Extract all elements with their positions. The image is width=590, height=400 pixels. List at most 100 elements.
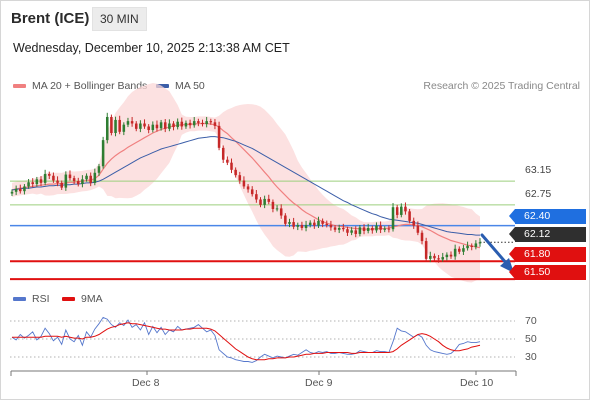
candle bbox=[453, 244, 457, 260]
candle bbox=[379, 221, 382, 234]
candle-body bbox=[350, 230, 353, 233]
candle-body bbox=[375, 225, 378, 231]
candle-body bbox=[155, 124, 159, 129]
candle-body bbox=[64, 174, 68, 188]
candle-body bbox=[453, 248, 457, 257]
ma50-line bbox=[11, 136, 480, 236]
candle bbox=[445, 252, 449, 261]
candle-body bbox=[271, 201, 275, 209]
candle-body bbox=[234, 169, 237, 176]
candle bbox=[110, 114, 113, 136]
candle bbox=[172, 121, 175, 131]
candle bbox=[458, 246, 461, 255]
candle-body bbox=[458, 248, 461, 252]
candle-body bbox=[19, 188, 22, 192]
candle bbox=[89, 172, 92, 187]
candle-body bbox=[250, 189, 254, 195]
candle-body bbox=[10, 191, 14, 194]
ma50-swatch bbox=[156, 84, 169, 88]
candle-body bbox=[89, 175, 92, 183]
candle bbox=[39, 176, 43, 187]
candle-body bbox=[383, 228, 387, 230]
candle-body bbox=[333, 227, 337, 230]
candle-body bbox=[110, 116, 113, 133]
candle bbox=[470, 243, 473, 251]
candle-body bbox=[412, 220, 416, 226]
candle-body bbox=[429, 255, 432, 259]
candle-body bbox=[275, 208, 279, 210]
legend-rsi-label: RSI bbox=[32, 293, 50, 305]
rsi-line bbox=[11, 316, 481, 363]
candle-body bbox=[184, 122, 188, 127]
candle bbox=[43, 169, 47, 186]
support-2-value: 61.50 bbox=[524, 266, 551, 278]
candle-body bbox=[296, 225, 300, 227]
candle-body bbox=[466, 245, 469, 249]
candle bbox=[147, 124, 150, 134]
candle bbox=[371, 225, 374, 234]
candle bbox=[230, 158, 233, 174]
candle-body bbox=[263, 198, 266, 205]
x-tick-dec10: Dec 10 bbox=[460, 377, 494, 389]
candle-body bbox=[151, 124, 155, 131]
candle-body bbox=[242, 180, 246, 187]
candle-body bbox=[159, 122, 163, 129]
candle-body bbox=[371, 228, 374, 231]
candle-body bbox=[292, 222, 295, 227]
resistance-2-label: 63.15 bbox=[525, 164, 552, 176]
candle-body bbox=[35, 179, 39, 185]
legend-9ma-label: 9MA bbox=[81, 293, 103, 305]
candle-body bbox=[337, 228, 341, 230]
candle-body bbox=[60, 182, 63, 188]
candle bbox=[64, 171, 68, 191]
candle bbox=[259, 197, 262, 208]
rsi-9ma-line bbox=[12, 322, 481, 361]
candle-body bbox=[209, 121, 213, 123]
candle bbox=[31, 178, 34, 188]
candle-body bbox=[317, 220, 320, 226]
candle-body bbox=[143, 123, 146, 127]
candle bbox=[362, 224, 366, 235]
candle bbox=[296, 222, 300, 231]
candle-body bbox=[416, 225, 420, 233]
candle-body bbox=[101, 140, 105, 167]
rsi-tick-30: 30 bbox=[525, 351, 537, 363]
candle-body bbox=[134, 123, 138, 129]
candle bbox=[387, 225, 391, 233]
candle bbox=[308, 220, 312, 228]
x-tick-dec8: Dec 8 bbox=[132, 377, 160, 389]
candle bbox=[429, 251, 432, 263]
candle-body bbox=[449, 254, 453, 257]
candle bbox=[333, 225, 337, 233]
candle-body bbox=[474, 243, 478, 247]
candle-body bbox=[424, 241, 428, 259]
candle bbox=[97, 163, 101, 177]
candle bbox=[284, 213, 287, 227]
candle bbox=[271, 199, 275, 213]
candle bbox=[155, 120, 159, 132]
bollinger-bands bbox=[12, 82, 480, 283]
candle-body bbox=[462, 248, 465, 252]
timeframe-button[interactable]: 30 MIN bbox=[92, 7, 147, 31]
candle-body bbox=[342, 228, 345, 230]
candle-body bbox=[147, 126, 150, 131]
candle bbox=[342, 223, 345, 232]
support-1-tag: 61.80 bbox=[509, 247, 586, 262]
candle bbox=[143, 119, 146, 129]
candle bbox=[346, 226, 349, 237]
candle bbox=[56, 176, 59, 187]
candle bbox=[350, 227, 353, 236]
candle-body bbox=[27, 182, 30, 187]
candle bbox=[139, 120, 142, 133]
candle bbox=[304, 220, 308, 232]
candle bbox=[433, 253, 436, 261]
candle-body bbox=[284, 215, 287, 224]
candle-body bbox=[238, 175, 242, 181]
candle bbox=[263, 195, 266, 209]
candle bbox=[250, 186, 254, 197]
candle-body bbox=[105, 116, 109, 141]
legend-ma20-label: MA 20 + Bollinger Bands bbox=[32, 80, 148, 92]
candle bbox=[238, 171, 242, 184]
candle-body bbox=[408, 211, 411, 221]
